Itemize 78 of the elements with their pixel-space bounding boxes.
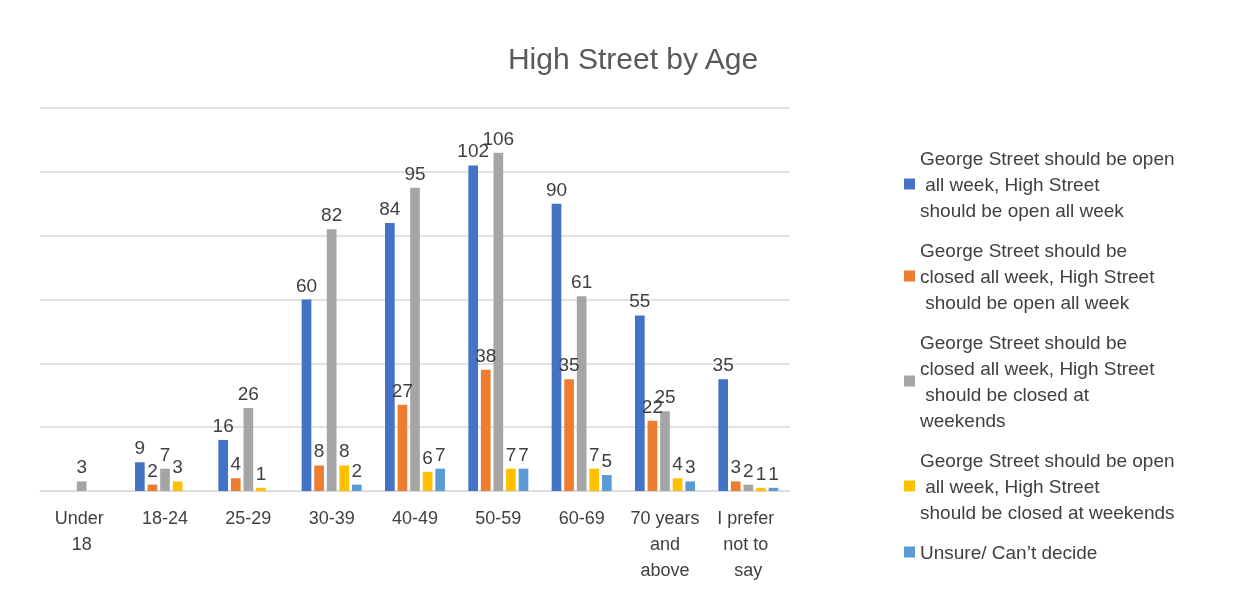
bar xyxy=(660,411,670,491)
data-label: 3 xyxy=(172,456,183,478)
data-label: 3 xyxy=(76,456,87,478)
data-label: 35 xyxy=(712,354,734,376)
legend-label: George Street should be closed all week, High Street should be open all week xyxy=(920,239,1156,313)
data-label: 1 xyxy=(768,462,779,484)
x-tick-label: 18-24 xyxy=(141,508,189,528)
bar xyxy=(314,465,324,491)
x-tick-label: I prefer not to say xyxy=(717,508,780,580)
data-label: 3 xyxy=(730,456,742,478)
bar xyxy=(243,408,254,491)
bar xyxy=(326,229,337,491)
bar xyxy=(172,481,183,491)
data-label: 8 xyxy=(338,440,350,462)
bar xyxy=(672,478,683,491)
data-label: 2 xyxy=(147,459,158,481)
bar xyxy=(506,468,516,491)
bar xyxy=(410,187,420,491)
data-label: 7 xyxy=(434,443,446,465)
bar xyxy=(422,471,433,491)
data-label: 55 xyxy=(629,290,651,312)
data-label: 95 xyxy=(404,162,426,184)
bar xyxy=(564,379,574,491)
data-label: 3 xyxy=(684,456,696,478)
legend-label: George Street should be closed all week, High Street should be closed at weekends xyxy=(919,331,1156,431)
bar xyxy=(256,487,266,491)
bar xyxy=(730,481,741,491)
x-tick-label: 60-69 xyxy=(558,508,605,528)
data-label: 7 xyxy=(518,443,529,465)
data-label: 2 xyxy=(351,459,363,481)
data-label: 7 xyxy=(159,443,171,465)
data-label: 82 xyxy=(321,204,343,226)
data-label: 60 xyxy=(295,274,318,296)
data-label: 8 xyxy=(313,440,325,462)
bar xyxy=(718,379,729,491)
data-label: 7 xyxy=(588,443,600,465)
legend-label: Unsure/ Can’t decide xyxy=(920,541,1098,563)
data-label: 84 xyxy=(379,197,401,219)
bar xyxy=(339,465,350,491)
data-label: 4 xyxy=(230,453,242,475)
x-tick-label: 70 years and above xyxy=(630,508,700,580)
data-label: 16 xyxy=(212,414,234,436)
bar xyxy=(76,481,87,491)
x-tick-label: 50-59 xyxy=(475,508,522,528)
x-tick-label: 25-29 xyxy=(225,508,272,528)
x-tick-label: Under 18 xyxy=(54,508,109,554)
bar xyxy=(160,468,170,491)
bar xyxy=(397,404,408,491)
bar xyxy=(135,462,145,491)
data-label: 9 xyxy=(134,437,146,459)
data-label: 1 xyxy=(255,462,267,484)
bar xyxy=(230,478,241,491)
chart-title: High Street by Age xyxy=(507,41,759,75)
data-label: 2 xyxy=(743,459,754,481)
data-label: 4 xyxy=(672,453,684,475)
bar xyxy=(218,439,229,491)
bar xyxy=(518,468,529,491)
x-tick-label: 40-49 xyxy=(391,508,439,528)
data-label: 90 xyxy=(545,178,568,200)
bar xyxy=(301,299,312,491)
legend-label: George Street should be open all week, High Street should be open all week xyxy=(920,147,1175,221)
bar xyxy=(647,420,658,491)
bar xyxy=(480,369,491,491)
data-label: 61 xyxy=(571,271,593,293)
data-label: 7 xyxy=(505,443,517,465)
x-tick-label: 30-39 xyxy=(308,508,355,528)
bar xyxy=(589,468,600,491)
data-label: 6 xyxy=(422,446,433,468)
bar xyxy=(756,487,766,491)
legend-label: George Street should be open all week, High Street should be closed at weekends xyxy=(920,449,1175,523)
bar xyxy=(601,475,612,491)
bar xyxy=(685,481,695,491)
bar xyxy=(435,468,445,491)
bar xyxy=(351,484,362,491)
bar xyxy=(743,484,754,491)
data-label: 1 xyxy=(755,462,767,484)
data-label: 26 xyxy=(237,383,259,405)
data-label: 5 xyxy=(601,450,613,472)
